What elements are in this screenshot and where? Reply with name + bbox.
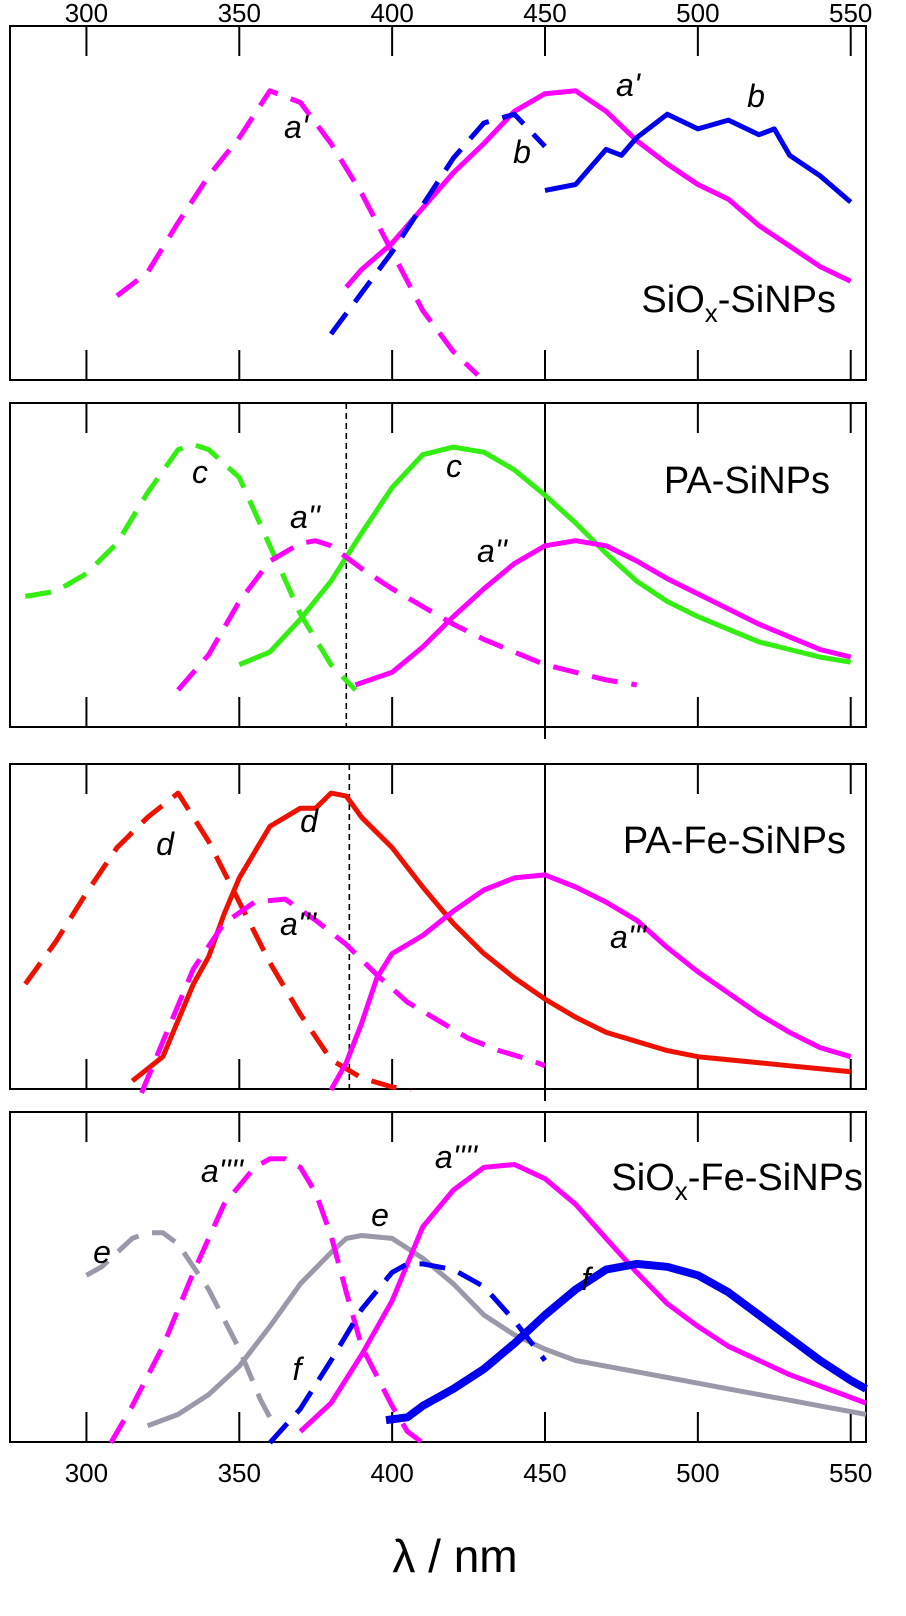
x-axis-label: λ / nm: [392, 1530, 517, 1582]
series-line-panel-4-2: [146, 1233, 867, 1429]
panel-label-3: PA-Fe-SiNPs: [623, 820, 846, 862]
curve-label-panel-2-1: c: [192, 454, 208, 490]
series-line-panel-1-1: [115, 88, 480, 377]
top-tick-label-450: 450: [523, 0, 566, 28]
panel-label-2: PA-SiNPs: [664, 460, 830, 502]
curve-label-panel-3-4: a''': [610, 919, 648, 955]
curve-label-panel-3-2: d: [300, 803, 319, 839]
series-line-panel-3-4: [328, 872, 852, 1092]
series-line-panel-2-2: [238, 444, 852, 668]
curve-label-panel-2-3: a'': [290, 499, 322, 535]
curve-label-panel-4-5: f: [293, 1351, 305, 1387]
top-tick-label-350: 350: [218, 0, 261, 28]
curve-label-panel-4-4: e: [371, 1197, 389, 1233]
top-tick-label-500: 500: [676, 0, 719, 28]
curve-label-panel-4-3: e: [93, 1234, 111, 1270]
curve-label-panel-4-2: a'''': [435, 1139, 479, 1175]
bottom-tick-label-550: 550: [829, 1458, 872, 1488]
curve-label-panel-3-1: d: [156, 826, 175, 862]
curve-label-panel-3-3: a''': [280, 906, 318, 942]
series-line-panel-1-3: [328, 111, 547, 336]
series-line-panel-2-3: [176, 538, 638, 692]
top-tick-label-400: 400: [370, 0, 413, 28]
panel-label-1: SiOx-SiNPs: [641, 279, 836, 328]
series-line-panel-4-1: [85, 1230, 279, 1430]
bottom-tick-label-500: 500: [676, 1458, 719, 1488]
series-line-panel-1-2: [344, 88, 852, 289]
curve-label-panel-1-2: a': [616, 67, 642, 103]
series-line-panel-4-4: [298, 1162, 867, 1434]
curve-label-panel-4-1: a'''': [201, 1153, 245, 1189]
series-line-panel-2-1: [24, 442, 358, 692]
panel-frame-4: [9, 1111, 867, 1443]
series-line-panel-2-4: [354, 538, 852, 688]
panel-label-4: SiOx-Fe-SiNPs: [611, 1157, 863, 1206]
bottom-tick-label-350: 350: [218, 1458, 261, 1488]
bottom-tick-label-450: 450: [523, 1458, 566, 1488]
curve-label-panel-2-2: c: [446, 448, 462, 484]
series-line-panel-4-5: [268, 1261, 547, 1445]
top-tick-label-300: 300: [65, 0, 108, 28]
top-tick-label-550: 550: [829, 0, 872, 28]
series-line-panel-3-3: [139, 896, 546, 1094]
series-line-panel-4-6: [385, 1259, 868, 1425]
curve-label-panel-2-4: a'': [477, 533, 509, 569]
bottom-tick-label-300: 300: [65, 1458, 108, 1488]
curve-label-panel-1-1: a': [284, 109, 310, 145]
series-line-panel-3-2: [130, 790, 851, 1083]
series-line-panel-4-3: [108, 1156, 425, 1445]
panel-frame-1: [9, 25, 867, 381]
series-line-panel-3-1: [23, 790, 411, 1093]
panel-frame-2: [9, 402, 867, 728]
curve-label-panel-1-4: b: [747, 78, 765, 114]
series-line-panel-1-4: [544, 111, 853, 204]
panel-frame-3: [9, 763, 867, 1090]
curve-label-panel-1-3: b: [513, 134, 531, 170]
bottom-tick-label-400: 400: [370, 1458, 413, 1488]
